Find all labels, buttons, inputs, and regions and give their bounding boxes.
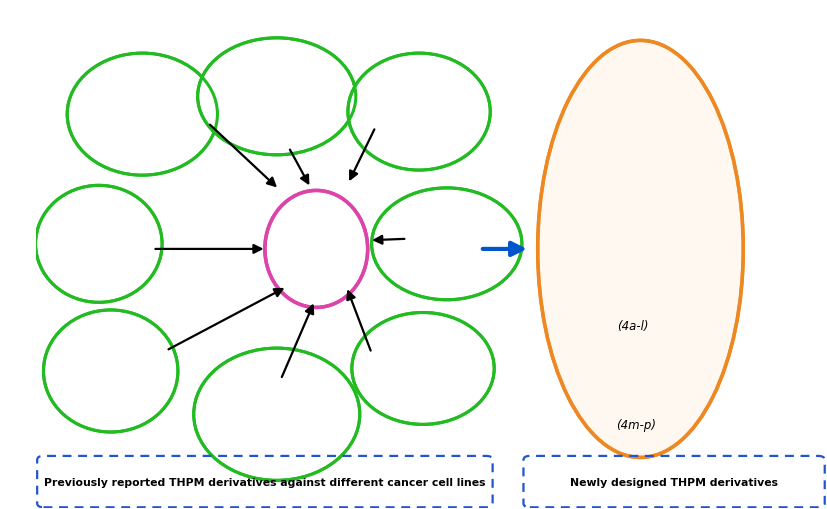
Ellipse shape bbox=[538, 41, 743, 458]
Ellipse shape bbox=[36, 186, 162, 303]
Ellipse shape bbox=[265, 191, 368, 308]
Ellipse shape bbox=[351, 313, 495, 425]
Text: (4a-l): (4a-l) bbox=[617, 319, 648, 332]
Text: Previously reported THPM derivatives against different cancer cell lines: Previously reported THPM derivatives aga… bbox=[44, 476, 485, 487]
Ellipse shape bbox=[198, 39, 356, 156]
Text: (4m-p): (4m-p) bbox=[617, 418, 657, 431]
Ellipse shape bbox=[194, 348, 360, 480]
Ellipse shape bbox=[348, 54, 490, 171]
Ellipse shape bbox=[67, 54, 218, 176]
Ellipse shape bbox=[371, 188, 522, 300]
Ellipse shape bbox=[44, 310, 178, 432]
Text: Newly designed THPM derivatives: Newly designed THPM derivatives bbox=[570, 476, 778, 487]
